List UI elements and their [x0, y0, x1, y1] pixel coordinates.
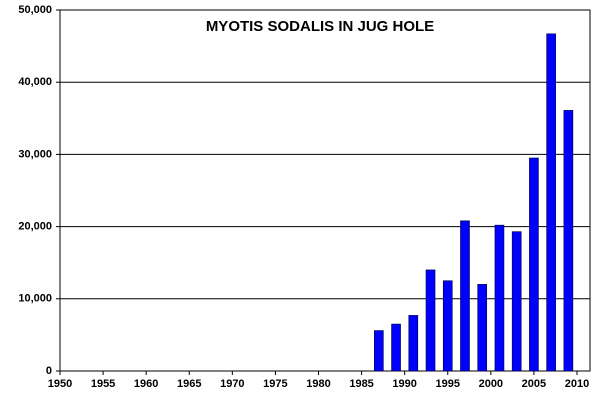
x-tick-label: 1990: [392, 378, 416, 390]
x-tick-label: 1970: [220, 378, 244, 390]
bar: [546, 33, 556, 372]
bar: [477, 284, 488, 372]
x-tick-label: 1995: [436, 378, 460, 390]
x-tick-label: 1955: [91, 378, 115, 390]
x-tick-label: 1960: [134, 378, 158, 390]
x-tick-label: 1985: [349, 378, 373, 390]
bar: [391, 323, 401, 372]
y-tick-label: 0: [46, 365, 52, 377]
bar: [408, 315, 419, 372]
x-tick-label: 1965: [177, 378, 201, 390]
y-tick-label: 40,000: [18, 76, 52, 88]
x-tick-label: 2000: [479, 378, 503, 390]
bar: [374, 330, 384, 372]
y-tick-label: 30,000: [18, 148, 52, 160]
bar: [529, 157, 539, 372]
bar: [425, 269, 436, 372]
x-tick-label: 1980: [306, 378, 330, 390]
x-tick-label: 2010: [565, 378, 589, 390]
bar: [460, 220, 470, 372]
y-tick-label: 20,000: [18, 221, 52, 233]
y-tick-label: 50,000: [18, 4, 52, 16]
x-tick-label: 1975: [263, 378, 287, 390]
bar: [511, 231, 522, 372]
x-tick-label: 2005: [522, 378, 546, 390]
bar: [563, 110, 574, 372]
x-tick-label: 1950: [48, 378, 72, 390]
plot-frame: [59, 9, 591, 372]
chart-title: MYOTIS SODALIS IN JUG HOLE: [206, 18, 434, 35]
bar: [442, 280, 453, 372]
bar: [494, 224, 505, 372]
y-tick-label: 10,000: [18, 293, 52, 305]
